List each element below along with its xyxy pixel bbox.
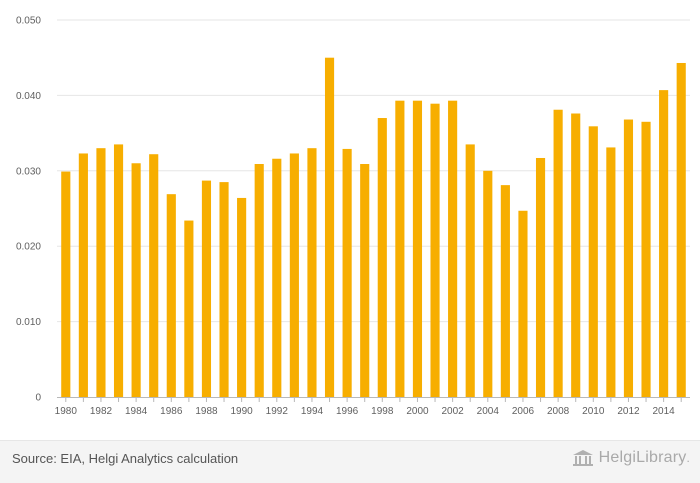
bar-1998[interactable] [377,118,387,398]
bar-1983[interactable] [113,144,124,397]
bar-1994[interactable] [307,148,317,397]
x-tick-label: 1986 [160,406,183,417]
y-tick-label: 0.010 [16,317,41,328]
source-note: Source: EIA, Helgi Analytics calculation [12,451,239,466]
brand-logo[interactable]: HelgiLibrary. [572,449,690,467]
bars [61,57,686,398]
x-tick-label: 1994 [301,406,324,417]
footer: Source: EIA, Helgi Analytics calculation… [0,440,700,483]
bar-1980[interactable] [61,171,71,397]
bar-1995[interactable] [324,57,335,397]
bar-1984[interactable] [131,163,141,397]
bar-1986[interactable] [166,194,176,397]
bar-1987[interactable] [184,220,194,397]
x-tick-label: 2012 [617,406,640,417]
gridlines [57,19,690,323]
bar-2011[interactable] [606,147,616,397]
x-tick-label: 2008 [547,406,570,417]
x-tick-label: 1980 [55,406,78,417]
bar-1999[interactable] [395,100,405,398]
y-tick-label: 0.030 [16,166,41,177]
bar-2010[interactable] [588,126,598,397]
x-tick-label: 2010 [582,406,605,417]
x-tick-label: 1996 [336,406,359,417]
bar-2013[interactable] [641,121,651,397]
y-tick-label: 0 [35,393,41,404]
x-tick-label: 1992 [266,406,289,417]
bar-2001[interactable] [430,103,440,397]
x-tick-label: 2000 [406,406,429,417]
bar-2008[interactable] [553,109,563,397]
library-building-icon [572,450,593,466]
bar-1982[interactable] [96,148,106,397]
bar-2000[interactable] [412,100,423,398]
bar-2009[interactable] [571,113,581,398]
bar-1989[interactable] [219,182,229,397]
x-axis-ticks: 1980 1982 1984 1986 1988 1990 1992 1994 1996 1998… [55,397,682,417]
x-tick-label: 1984 [125,406,148,417]
x-tick-label: 2004 [477,406,500,417]
y-tick-label: 0.020 [16,242,41,253]
bar-2004[interactable] [483,170,493,397]
bar-2012[interactable] [623,119,634,397]
bar-2006[interactable] [518,210,528,397]
bar-2007[interactable] [535,157,546,397]
y-axis-tick-labels: 0 0.010 0.020 0.030 0.040 0.050 [16,16,41,404]
y-tick-label: 0.050 [16,16,41,27]
bar-1981[interactable] [78,153,88,397]
x-tick-label: 1998 [371,406,394,417]
bar-2015[interactable] [676,62,686,397]
bar-2002[interactable] [448,100,458,398]
bar-2014[interactable] [659,90,669,398]
x-tick-label: 1990 [231,406,254,417]
bar-2005[interactable] [500,185,510,397]
x-tick-label: 1988 [195,406,218,417]
bar-1990[interactable] [237,197,247,397]
bar-2003[interactable] [465,144,475,397]
bar-1985[interactable] [149,154,159,397]
x-tick-label: 2002 [442,406,465,417]
y-tick-label: 0.040 [16,91,41,102]
x-tick-label: 1982 [90,406,113,417]
bar-1992[interactable] [272,158,282,397]
brand-name: HelgiLibrary. [598,449,690,466]
bar-1988[interactable] [201,180,212,397]
x-tick-label: 2014 [653,406,676,417]
bar-1993[interactable] [289,153,299,397]
bar-1991[interactable] [254,164,264,397]
bar-1997[interactable] [360,164,370,397]
bar-1996[interactable] [342,148,352,397]
x-tick-label: 2006 [512,406,535,417]
